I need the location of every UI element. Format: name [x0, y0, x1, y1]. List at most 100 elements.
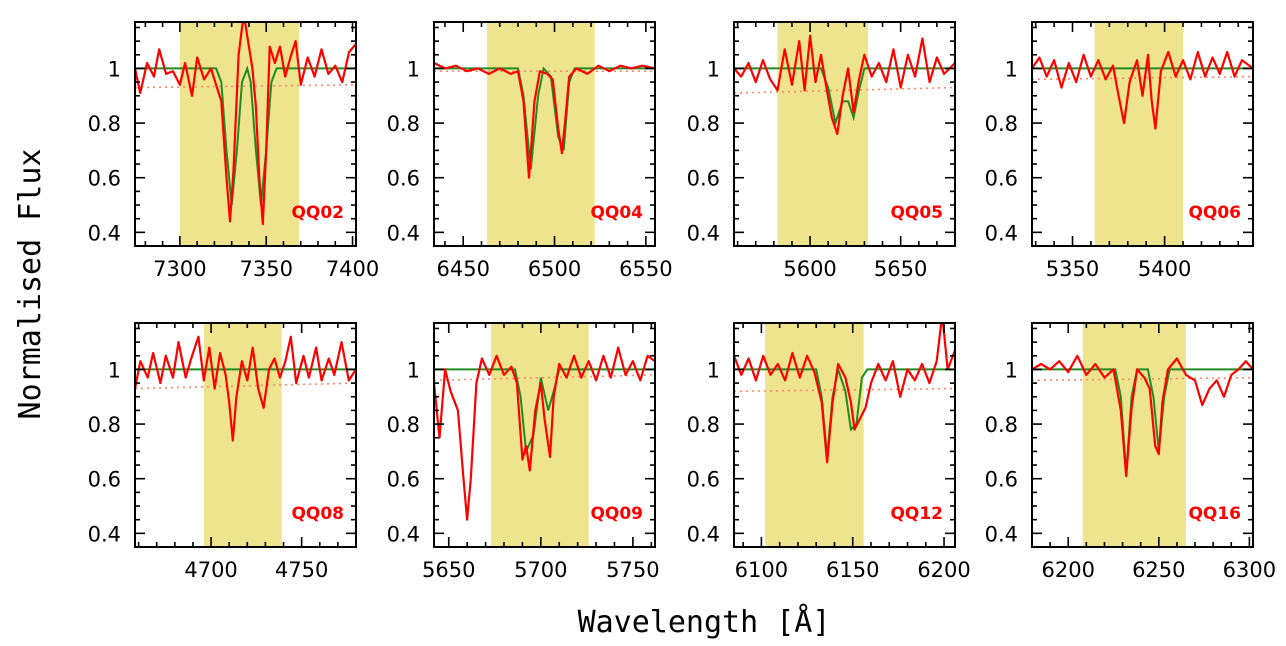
- x-tick-label: 5650: [874, 257, 927, 281]
- y-tick-label: 0.8: [387, 413, 420, 437]
- panel-frame: [733, 322, 956, 548]
- x-tick-label: 7300: [153, 257, 206, 281]
- continuum-level-line: [1032, 75, 1253, 81]
- y-tick-label: 0.8: [985, 112, 1018, 136]
- x-tick-label: 6150: [826, 558, 879, 582]
- fit-window-shade: [203, 323, 282, 547]
- panel-qq12: 6100 6150 6200 0.4 0.6 0.8 1 QQ12: [687, 322, 971, 582]
- panels-group: 7300 7350 7400 0.4 0.6 0.8 1 QQ02 6450 6500 6550 0.…: [88, 21, 1276, 582]
- continuum-level-line: [135, 84, 356, 89]
- x-tick-label: 5350: [1046, 257, 1099, 281]
- y-tick-label: 1: [707, 57, 720, 81]
- x-tick-label: 4750: [275, 558, 328, 582]
- spectrum-line: [135, 22, 356, 226]
- y-tick-label: 0.6: [387, 468, 420, 492]
- y-tick-label: 0.4: [88, 221, 121, 245]
- x-tick-label: 6200: [917, 558, 970, 582]
- fit-window-shade: [1082, 323, 1186, 547]
- x-tick-label: 5600: [783, 257, 836, 281]
- panel-label: QQ04: [590, 203, 643, 223]
- y-tick-label: 0.4: [387, 221, 420, 245]
- model-line: [135, 65, 356, 206]
- spectrum-line: [1032, 354, 1253, 478]
- panel-qq05: 5600 5650 0.4 0.6 0.8 1 QQ05: [687, 21, 956, 281]
- y-tick-label: 1: [407, 57, 420, 81]
- spectrum-line: [434, 346, 655, 521]
- y-tick-label: 0.8: [88, 413, 121, 437]
- panel-frame: [134, 21, 357, 247]
- y-tick-label: 0.4: [387, 522, 420, 546]
- y-axis-label: Normalised Flux: [13, 149, 48, 420]
- spectrum-line: [135, 335, 356, 442]
- y-tick-label: 1: [707, 358, 720, 382]
- y-tick-label: 1: [1005, 57, 1018, 81]
- y-tick-label: 0.6: [687, 167, 720, 191]
- panel-frame: [733, 21, 956, 247]
- continuum-level-line: [1032, 376, 1253, 382]
- x-tick-label: 4700: [184, 558, 237, 582]
- fit-window-shade: [1094, 22, 1184, 246]
- panel-qq09: 5650 5700 5750 0.4 0.6 0.8 1 QQ09: [387, 322, 660, 582]
- y-tick-label: 1: [1005, 358, 1018, 382]
- x-tick-label: 5750: [606, 558, 659, 582]
- fit-window-shade: [777, 22, 869, 246]
- panel-label: QQ08: [291, 504, 344, 524]
- x-tick-label: 5400: [1138, 257, 1191, 281]
- fit-window-shade: [486, 22, 595, 246]
- x-tick-label: 7350: [239, 257, 292, 281]
- x-tick-label: 6550: [619, 257, 672, 281]
- spectrum-line: [734, 323, 955, 464]
- spectrum-line: [734, 34, 955, 136]
- y-tick-label: 0.4: [985, 221, 1018, 245]
- panel-label: QQ02: [291, 203, 344, 223]
- y-tick-label: 1: [108, 358, 121, 382]
- y-tick-label: 1: [407, 358, 420, 382]
- panel-frame: [134, 322, 357, 548]
- x-tick-label: 6500: [528, 257, 581, 281]
- y-tick-label: 0.4: [88, 522, 121, 546]
- continuum-level-line: [135, 382, 356, 390]
- x-tick-label: 6200: [1042, 558, 1095, 582]
- y-tick-label: 0.6: [985, 167, 1018, 191]
- panel-frame: [1031, 322, 1254, 548]
- y-tick-label: 1: [108, 57, 121, 81]
- panel-label: QQ12: [890, 504, 943, 524]
- x-tick-label: 7400: [326, 257, 379, 281]
- panel-qq02: 7300 7350 7400 0.4 0.6 0.8 1 QQ02: [88, 21, 379, 281]
- panel-label: QQ05: [890, 203, 943, 223]
- panel-qq16: 6200 6250 6300 0.4 0.6 0.8 1 QQ16: [985, 322, 1276, 582]
- panel-frame: [1031, 21, 1254, 247]
- y-tick-label: 0.6: [687, 468, 720, 492]
- y-tick-label: 0.8: [88, 112, 121, 136]
- spectrum-line: [1032, 50, 1253, 130]
- y-tick-label: 0.8: [985, 413, 1018, 437]
- panel-qq04: 6450 6500 6550 0.4 0.6 0.8 1 QQ04: [387, 21, 673, 281]
- y-tick-label: 0.6: [88, 468, 121, 492]
- y-tick-label: 0.4: [687, 522, 720, 546]
- continuum-level-line: [734, 86, 955, 94]
- panel-label: QQ09: [590, 504, 643, 524]
- y-tick-label: 0.4: [687, 221, 720, 245]
- continuum-level-line: [734, 387, 955, 393]
- panel-qq08: 4700 4750 0.4 0.6 0.8 1 QQ08: [88, 322, 357, 582]
- panel-label: QQ06: [1188, 203, 1241, 223]
- y-tick-label: 0.6: [88, 167, 121, 191]
- x-tick-label: 6450: [436, 257, 489, 281]
- y-tick-label: 0.8: [687, 112, 720, 136]
- panel-frame: [433, 21, 656, 247]
- fit-window-shade: [765, 323, 864, 547]
- x-tick-label: 6300: [1223, 558, 1276, 582]
- spectrum-line: [434, 62, 655, 179]
- y-tick-label: 0.8: [687, 413, 720, 437]
- panel-label: QQ16: [1188, 504, 1241, 524]
- panel-frame: [433, 322, 656, 548]
- x-tick-label: 5700: [514, 558, 567, 582]
- x-tick-label: 6100: [735, 558, 788, 582]
- y-tick-label: 0.6: [387, 167, 420, 191]
- model-line: [734, 365, 955, 457]
- y-tick-label: 0.6: [985, 468, 1018, 492]
- continuum-level-line: [434, 374, 655, 382]
- x-tick-label: 5650: [422, 558, 475, 582]
- y-tick-label: 0.8: [387, 112, 420, 136]
